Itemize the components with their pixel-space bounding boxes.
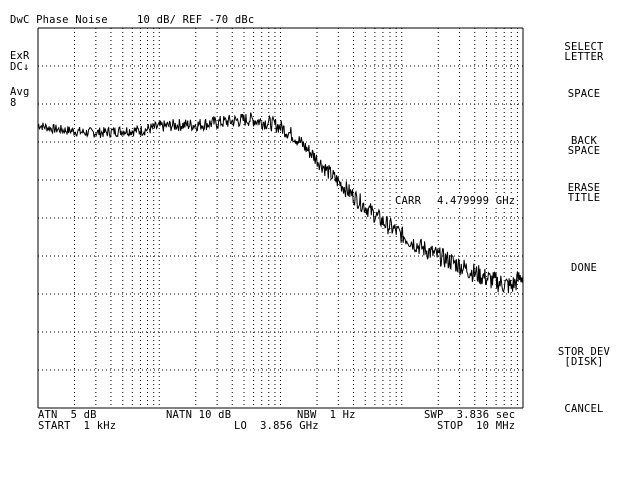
softkey-label: DONE [570, 262, 598, 274]
softkey-label: CANCEL [564, 403, 604, 415]
softkey-cancel[interactable]: CANCEL [536, 403, 632, 415]
dc-coupling-indicator: DC↓ [10, 61, 30, 73]
softkey-space[interactable]: SPACE [536, 88, 632, 100]
softkey-label: STOR DEV [557, 346, 611, 358]
softkey-label: LETTER [564, 51, 604, 63]
noise-bandwidth-readout: NBW 1 Hz [297, 409, 356, 421]
start-frequency-readout: START 1 kHz [38, 420, 117, 432]
softkey-store-device[interactable]: STOR DEV [DISK] [536, 346, 632, 368]
sweep-time-readout: SWP 3.836 sec [424, 409, 516, 421]
ext-ref-indicator: ExR [10, 50, 30, 62]
attenuation-readout: ATN 5 dB [38, 409, 97, 421]
softkey-label: ERASE [567, 182, 601, 194]
phase-noise-trace [37, 112, 524, 294]
stop-frequency-readout: STOP 10 MHz [437, 420, 516, 432]
scale-reference: 10 dB/ REF -70 dBc [137, 14, 255, 26]
lo-frequency-readout: LO 3.856 GHz [234, 420, 319, 432]
softkey-label: SELECT [564, 41, 604, 53]
softkey-select-letter[interactable]: SELECT LETTER [536, 41, 632, 63]
softkey-label: SPACE [567, 88, 601, 100]
softkey-erase-title[interactable]: ERASE TITLE [536, 182, 632, 204]
carrier-frequency: 4.479999 GHz [437, 195, 516, 207]
softkey-label: [DISK] [564, 356, 604, 368]
softkey-back-space[interactable]: BACK SPACE [536, 135, 632, 157]
average-count: 8 [10, 97, 17, 109]
carrier-label: CARR [395, 195, 422, 207]
softkey-done[interactable]: DONE [536, 262, 632, 274]
softkey-label: TITLE [567, 192, 601, 204]
screen-title: DwC Phase Noise [10, 14, 108, 26]
average-label: Avg [10, 86, 30, 98]
noise-attenuation-readout: NATN 10 dB [166, 409, 232, 421]
graticule [37, 27, 524, 409]
softkey-label: BACK [570, 135, 598, 147]
softkey-label: SPACE [567, 145, 601, 157]
